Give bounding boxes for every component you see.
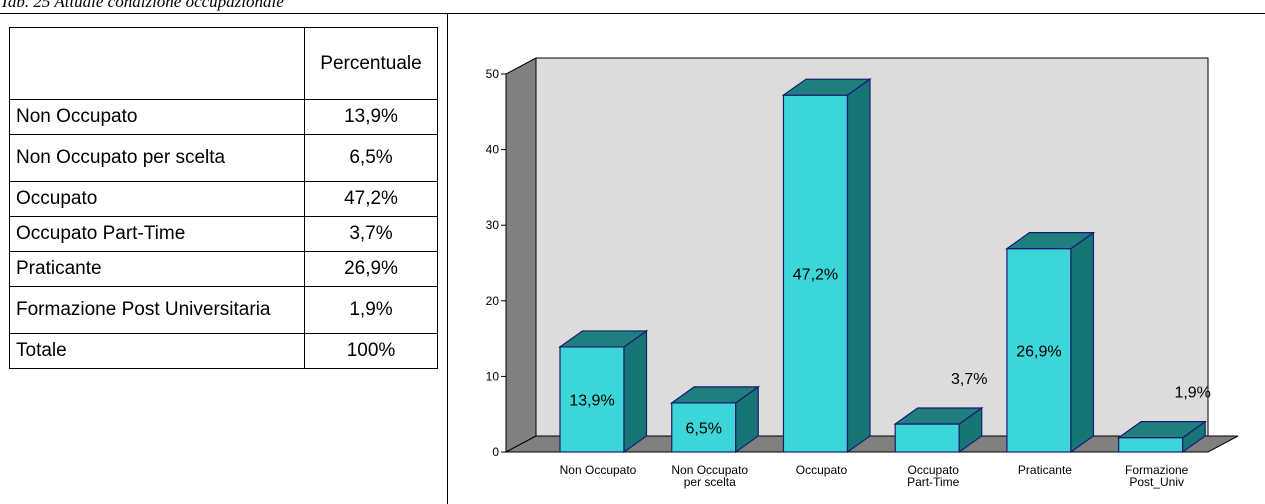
- bar-side: [1070, 231, 1095, 454]
- y-tick-label: 20: [486, 294, 500, 308]
- row-label: Non Occupato: [9, 99, 305, 135]
- row-label: Non Occupato per scelta: [9, 134, 305, 182]
- bar-front: [1118, 437, 1184, 453]
- bar-front: [1006, 248, 1072, 453]
- bar-top: [558, 330, 649, 348]
- row-value: 6,5%: [304, 134, 438, 182]
- row-label: Occupato Part-Time: [9, 216, 305, 252]
- y-tick-label: 30: [486, 218, 500, 232]
- table-row: Praticante 26,9%: [9, 251, 438, 287]
- x-category-label: Post_Univ: [1129, 475, 1184, 489]
- row-label: Formazione Post Universitaria: [9, 286, 305, 334]
- y-tick-label: 50: [486, 67, 500, 81]
- row-label: Totale: [9, 333, 305, 369]
- y-tick-label: 40: [486, 143, 500, 157]
- bar-top: [1005, 232, 1096, 250]
- table-row: Occupato Part-Time 3,7%: [9, 216, 438, 252]
- table-header-row: Percentuale: [9, 27, 438, 100]
- bar-data-label: 47,2%: [793, 267, 838, 284]
- bar-data-label: 13,9%: [569, 392, 614, 409]
- row-value: 1,9%: [304, 286, 438, 334]
- x-category-label: Occupato: [796, 463, 848, 477]
- row-label: Occupato: [9, 181, 305, 217]
- table-row-total: Totale 100%: [9, 333, 438, 369]
- bar-side: [846, 78, 871, 454]
- frame-divider: [447, 13, 448, 504]
- chart-left-wall: [505, 57, 537, 453]
- x-category-label: Non Occupato: [560, 463, 637, 477]
- x-category-label: per scelta: [684, 475, 736, 489]
- bar-chart-3d: 0 10 20 30 40 50 13,9% Non Occupato 6,5% Non Occu…: [486, 57, 1239, 489]
- table-row: Occupato 47,2%: [9, 181, 438, 217]
- bar-top: [781, 78, 872, 96]
- row-value: 13,9%: [304, 99, 438, 135]
- bar-data-label: 1,9%: [1174, 385, 1210, 402]
- bar-front: [782, 94, 849, 453]
- x-category-label: Occupato: [908, 463, 960, 477]
- bar-top: [893, 407, 984, 425]
- y-tick-label: 10: [486, 369, 500, 383]
- row-value: 26,9%: [304, 251, 438, 287]
- table-caption: Tab. 25 Attuale condizione occupazionale: [0, 0, 1265, 14]
- table-row: Formazione Post Universitaria 1,9%: [9, 286, 438, 334]
- row-value: 3,7%: [304, 216, 438, 252]
- bar-top: [669, 386, 761, 404]
- x-category-label: Praticante: [1018, 463, 1072, 477]
- header-cell-empty: [9, 27, 305, 100]
- table-row: Non Occupato per scelta 6,5%: [9, 134, 438, 182]
- row-value: 100%: [304, 333, 438, 369]
- bar-front: [894, 423, 960, 453]
- bar-top: [1116, 421, 1208, 439]
- row-label: Praticante: [9, 251, 305, 287]
- row-value: 47,2%: [304, 181, 438, 217]
- header-cell-percentuale: Percentuale: [304, 27, 438, 100]
- x-category-label: Formazione: [1125, 463, 1189, 477]
- x-category-label: Non Occupato: [671, 463, 748, 477]
- bar-front: [559, 346, 625, 453]
- data-table: Percentuale Non Occupato 13,9% Non Occup…: [9, 27, 438, 369]
- y-tick-label: 0: [492, 445, 499, 459]
- bar-data-label: 26,9%: [1016, 343, 1061, 360]
- bar-data-label: 6,5%: [686, 420, 722, 437]
- table-row: Non Occupato 13,9%: [9, 99, 438, 135]
- bar-data-label: 3,7%: [951, 371, 987, 388]
- x-category-label: Part-Time: [907, 475, 960, 489]
- bar-side: [623, 329, 648, 454]
